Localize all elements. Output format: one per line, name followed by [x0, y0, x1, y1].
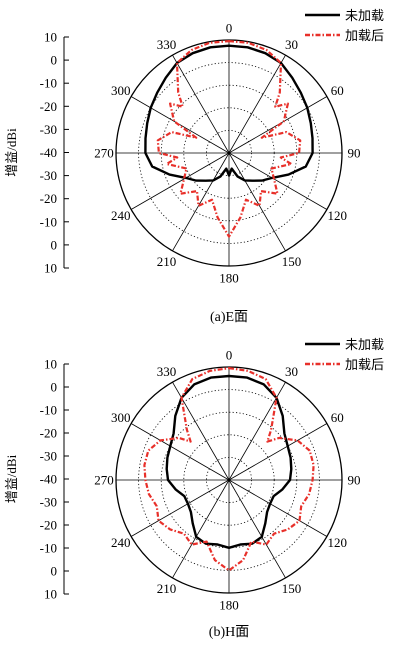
radial-tick-label: 0	[51, 380, 58, 395]
radial-tick-label: -30	[40, 449, 57, 464]
angle-label: 90	[348, 473, 361, 488]
angle-label: 300	[111, 410, 131, 425]
grid-spoke	[172, 479, 230, 579]
legend-label: 加载后	[345, 357, 384, 372]
grid-spoke	[172, 152, 230, 252]
grid-spoke	[228, 479, 286, 579]
radial-tick-label: -10	[40, 541, 57, 556]
radial-tick-label: 0	[51, 564, 58, 579]
polar-grid	[116, 367, 342, 593]
radial-axis: 10 0 -10 -20 -30 -40 -30 -20 -10 0 10 增益/dBi	[4, 357, 69, 602]
grid-spoke	[130, 423, 230, 481]
radial-tick-label: 10	[44, 357, 57, 372]
chart-caption: (b)H面	[209, 625, 249, 640]
polar-grid	[116, 40, 342, 266]
grid-spoke	[228, 423, 328, 481]
legend-label: 未加载	[345, 8, 384, 23]
series-line-unloaded	[165, 374, 293, 549]
radial-tick-label: 0	[51, 237, 58, 252]
legend-label: 未加载	[345, 337, 384, 352]
angle-label: 270	[94, 473, 114, 488]
angle-label: 0	[226, 21, 233, 36]
angle-label: 330	[157, 364, 177, 379]
grid-spoke	[228, 152, 286, 252]
angle-label: 30	[285, 364, 298, 379]
radial-tick-label: 0	[51, 53, 58, 68]
angle-label: 240	[111, 208, 131, 223]
radial-tick-label: 10	[44, 587, 57, 602]
chart-e-plane: 0 30 60 90 120 150 180 210 240 270 300 330 10 0 -10 -20…	[4, 8, 384, 325]
radial-tick-label: -20	[40, 426, 57, 441]
series-line-loaded	[143, 367, 315, 572]
radial-tick-label: -10	[40, 76, 57, 91]
angle-label: 30	[285, 37, 298, 52]
angle-label: 180	[219, 271, 239, 286]
legend-label: 加载后	[345, 28, 384, 43]
angle-label: 270	[94, 146, 114, 161]
grid-spoke	[130, 96, 230, 154]
radial-axis: 10 0 -10 -20 -30 -40 -30 -20 -10 0 10 增益/dBi	[4, 30, 69, 276]
angle-label: 210	[157, 581, 177, 596]
y-axis-label: 增益/dBi	[4, 454, 19, 503]
angle-label: 300	[111, 83, 131, 98]
angle-label: 120	[328, 208, 348, 223]
angle-label: 150	[282, 254, 302, 269]
grid-spoke	[130, 479, 230, 537]
radial-tick-label: -30	[40, 168, 57, 183]
grid-spoke	[228, 152, 328, 210]
radial-tick-label: -40	[40, 145, 57, 160]
grid-spoke	[172, 54, 230, 154]
angle-label: 90	[348, 146, 361, 161]
angle-label: 0	[226, 348, 233, 363]
radial-tick-label: -10	[40, 403, 57, 418]
grid-spoke	[130, 152, 230, 210]
angle-label: 150	[282, 581, 302, 596]
angle-label: 120	[328, 535, 348, 550]
radial-tick-label: -20	[40, 518, 57, 533]
radial-tick-label: -30	[40, 122, 57, 137]
radial-tick-label: -30	[40, 495, 57, 510]
grid-spoke	[228, 479, 328, 537]
angle-label: 180	[219, 598, 239, 613]
radial-tick-label: -20	[40, 99, 57, 114]
chart-caption: (a)E面	[210, 310, 248, 325]
angle-label: 60	[331, 410, 344, 425]
radial-tick-label: -40	[40, 472, 57, 487]
radial-tick-label: 10	[44, 261, 57, 276]
grid-spoke	[228, 54, 286, 154]
y-axis-label: 增益/dBi	[4, 128, 19, 177]
angle-label: 240	[111, 535, 131, 550]
angle-label: 330	[157, 37, 177, 52]
radial-tick-label: -10	[40, 214, 57, 229]
chart-h-plane: 0 30 60 90 120 150 180 210 240 270 300 330 10 0 -10 -20…	[4, 337, 384, 640]
radial-tick-label: -20	[40, 191, 57, 206]
series-line-unloaded	[144, 44, 314, 182]
radial-tick-label: 10	[44, 30, 57, 45]
angle-label: 60	[331, 83, 344, 98]
angle-label: 210	[157, 254, 177, 269]
series-line-loaded	[156, 40, 302, 238]
